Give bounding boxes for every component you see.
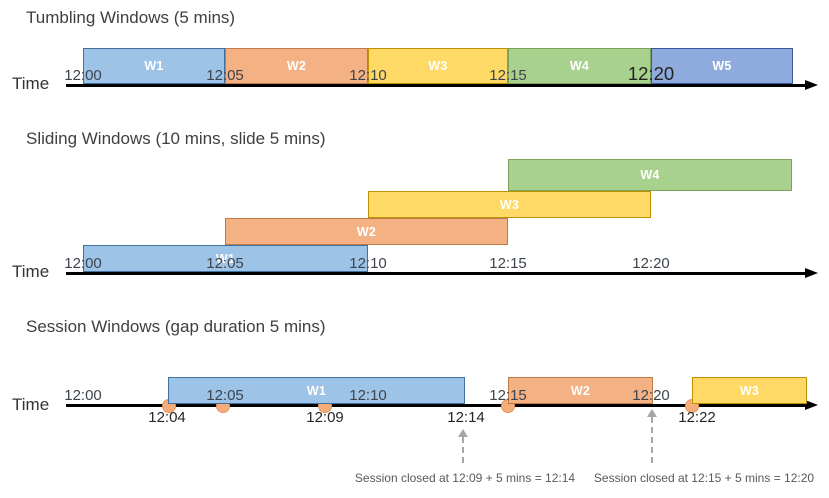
sliding-section-title: Sliding Windows (10 mins, slide 5 mins) bbox=[26, 129, 326, 148]
session-tick-1220: 12:20 bbox=[632, 386, 670, 404]
window-label: W2 bbox=[570, 383, 591, 398]
session-tick-1215: 12:15 bbox=[489, 386, 527, 404]
tumbling-tick-1220: 12:20 bbox=[627, 62, 675, 84]
tumbling-window-w5: W5 bbox=[651, 48, 793, 84]
session-close-arrow-1-line bbox=[462, 437, 464, 463]
sliding-tick-1205: 12:05 bbox=[206, 254, 244, 272]
sliding-window-w2: W2 bbox=[225, 218, 508, 245]
window-label: W1 bbox=[144, 59, 164, 73]
session-close-arrow-2-icon bbox=[647, 409, 657, 417]
session-axis-arrow-icon bbox=[805, 400, 818, 410]
session-close-annotation-1: Session closed at 12:09 + 5 mins = 12:14 bbox=[354, 471, 576, 485]
window-label: W4 bbox=[569, 59, 590, 73]
tumbling-tick-1205: 12:05 bbox=[206, 66, 244, 84]
sliding-window-w3: W3 bbox=[368, 191, 651, 218]
tumbling-window-w1: W1 bbox=[83, 48, 225, 84]
session-window-w3: W3 bbox=[692, 377, 807, 404]
session-tick-1205: 12:05 bbox=[206, 386, 244, 404]
window-label: W2 bbox=[286, 59, 307, 73]
window-label: W3 bbox=[739, 383, 760, 398]
tumbling-tick-1215: 12:15 bbox=[489, 66, 527, 84]
window-label: W2 bbox=[356, 224, 377, 239]
window-label: W4 bbox=[640, 168, 660, 182]
window-label: W3 bbox=[428, 59, 448, 73]
tumbling-section-title: Tumbling Windows (5 mins) bbox=[26, 8, 236, 27]
event-label-1222: 12:22 bbox=[678, 409, 716, 426]
sliding-tick-1215: 12:15 bbox=[489, 254, 527, 272]
tumbling-axis-line bbox=[66, 84, 806, 87]
sliding-axis-arrow-icon bbox=[805, 268, 818, 278]
session-time-label: Time bbox=[12, 395, 50, 414]
sliding-tick-1200: 12:00 bbox=[64, 254, 102, 272]
window-label: W1 bbox=[306, 383, 327, 398]
sliding-window-w4: W4 bbox=[508, 159, 792, 191]
session-axis-line bbox=[66, 404, 806, 407]
tumbling-tick-1210: 12:10 bbox=[349, 66, 387, 84]
window-label: W1 bbox=[215, 251, 236, 266]
event-label-1209: 12:09 bbox=[306, 409, 344, 426]
sliding-tick-1220: 12:20 bbox=[632, 254, 670, 272]
session-tick-1200: 12:00 bbox=[64, 386, 102, 404]
event-label-1204: 12:04 bbox=[148, 409, 186, 426]
session-close-arrow-1-icon bbox=[458, 429, 468, 437]
sliding-window-w1: W1 bbox=[83, 245, 368, 272]
tumbling-window-w4: W4 bbox=[508, 48, 651, 84]
session-window-w2: W2 bbox=[508, 377, 653, 404]
tumbling-axis-arrow-icon bbox=[805, 80, 818, 90]
window-label: W5 bbox=[712, 59, 732, 73]
session-tick-1210: 12:10 bbox=[349, 386, 387, 404]
window-label: W3 bbox=[499, 197, 520, 212]
event-label-1214: 12:14 bbox=[447, 409, 485, 426]
sliding-tick-1210: 12:10 bbox=[349, 254, 387, 272]
tumbling-tick-1200: 12:00 bbox=[64, 66, 102, 84]
session-close-annotation-2: Session closed at 12:15 + 5 mins = 12:20 bbox=[593, 471, 815, 485]
sliding-axis-line bbox=[66, 272, 806, 275]
session-section-title: Session Windows (gap duration 5 mins) bbox=[26, 317, 326, 336]
sliding-time-label: Time bbox=[12, 262, 50, 281]
tumbling-time-label: Time bbox=[12, 74, 50, 93]
session-window-w1: W1 bbox=[168, 377, 465, 404]
tumbling-window-w3: W3 bbox=[368, 48, 508, 84]
tumbling-window-w2: W2 bbox=[225, 48, 368, 84]
session-close-arrow-2-line bbox=[651, 417, 653, 463]
